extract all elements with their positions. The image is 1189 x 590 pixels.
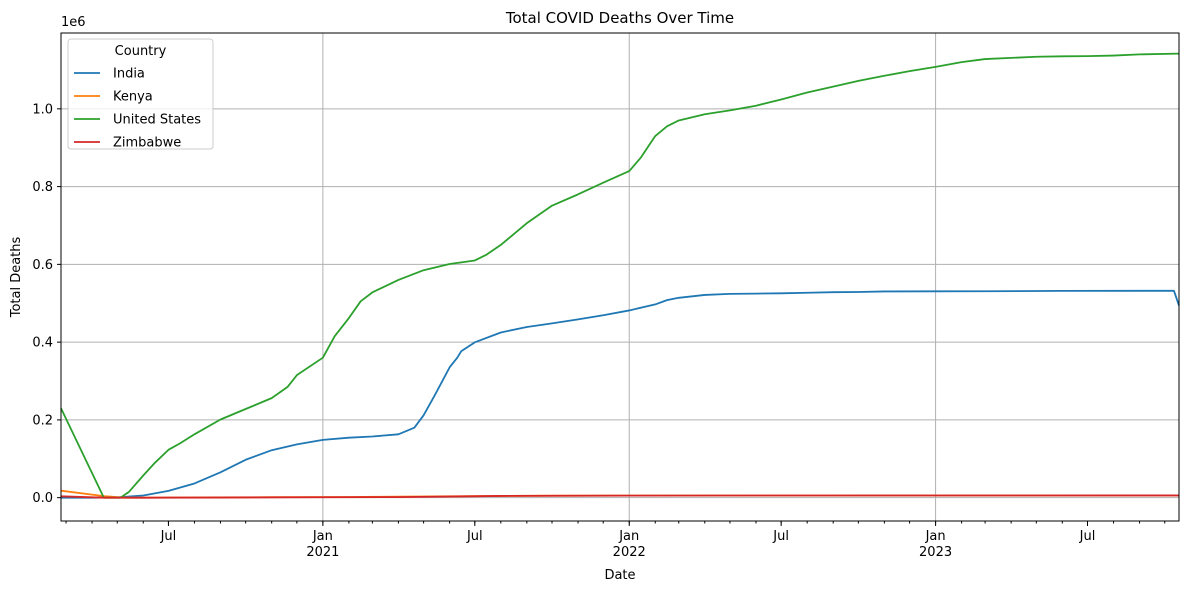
legend-box <box>67 38 214 150</box>
legend-title: Country <box>115 44 167 59</box>
x-axis-title: Date <box>604 568 635 583</box>
y-tick-label: 0.6 <box>32 258 53 273</box>
x-tick-year-label: 2023 <box>919 545 952 560</box>
x-tick-label: Jul <box>466 529 483 544</box>
x-tick-label: Jul <box>160 529 177 544</box>
legend-label-kenya: Kenya <box>113 90 153 105</box>
y-axis-title: Total Deaths <box>9 236 24 318</box>
x-tick-label: Jul <box>1079 529 1096 544</box>
y-tick-label: 0.2 <box>32 413 53 428</box>
y-tick-label: 1.0 <box>32 102 53 117</box>
chart-title: Total COVID Deaths Over Time <box>505 9 734 27</box>
legend-label-united-states: United States <box>113 113 201 128</box>
plot-frame <box>60 32 1180 522</box>
y-tick-label: 0.8 <box>32 180 53 195</box>
x-tick-label: Jan <box>618 529 639 544</box>
x-tick-label: Jul <box>772 529 789 544</box>
x-tick-label: Jan <box>312 529 333 544</box>
data-series <box>60 52 1180 499</box>
x-tick-label: Jan <box>925 529 946 544</box>
y-axis-offset-label: 1e6 <box>61 15 86 30</box>
y-tick-label: 0.4 <box>32 336 53 351</box>
y-axis: 0.0 0.2 0.4 0.6 0.8 1.0 <box>32 102 61 506</box>
series-line-zimbabwe <box>60 494 1180 499</box>
x-tick-year-label: 2021 <box>306 545 339 560</box>
series-line-india <box>61 289 1180 499</box>
legend-label-zimbabwe: Zimbabwe <box>113 136 181 151</box>
y-tick-label: 0.0 <box>32 491 53 506</box>
legend: Country India Kenya United States Zimbabwe <box>67 38 214 151</box>
legend-label-india: India <box>113 67 145 82</box>
series-line-united-states <box>60 52 1180 499</box>
x-tick-year-label: 2022 <box>613 545 646 560</box>
